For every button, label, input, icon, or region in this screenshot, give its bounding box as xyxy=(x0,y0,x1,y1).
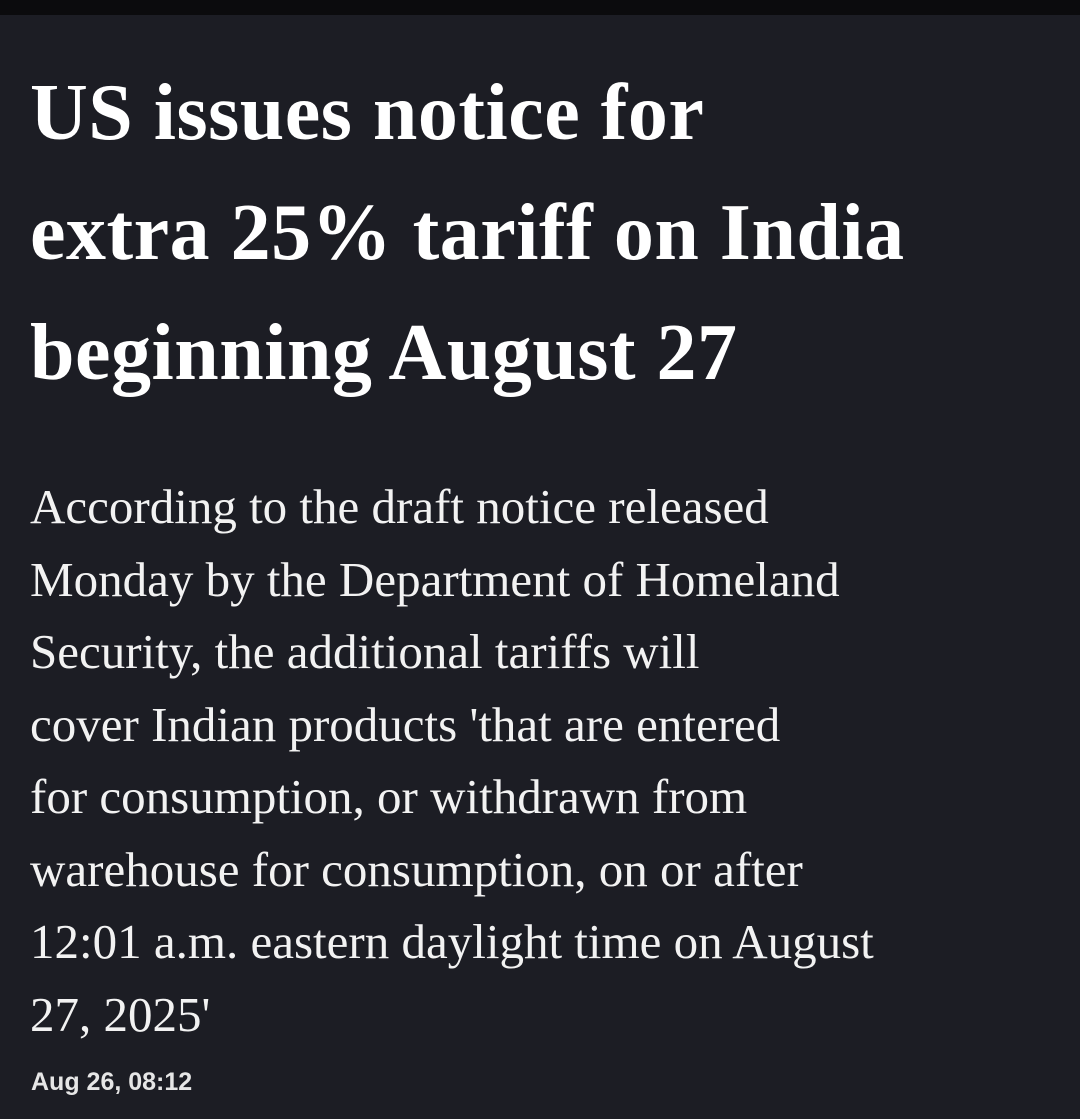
body-line: 12:01 a.m. eastern daylight time on Augu… xyxy=(30,914,874,969)
body-line: Security, the additional tariffs will xyxy=(30,624,700,679)
article-card[interactable]: US issues notice for extra 25% tariff on … xyxy=(0,53,1080,1051)
article-body: According to the draft notice released Mo… xyxy=(30,471,1050,1051)
headline-line: beginning August 27 xyxy=(30,309,738,397)
headline: US issues notice for extra 25% tariff on … xyxy=(30,53,1050,413)
headline-line: US issues notice for xyxy=(30,69,705,157)
timestamp: Aug 26, 08:12 xyxy=(31,1068,193,1096)
body-line: warehouse for consumption, on or after xyxy=(30,841,803,897)
body-line: cover Indian products 'that are entered xyxy=(30,696,781,752)
body-line: Monday by the Department of Homeland xyxy=(30,551,840,607)
headline-line: extra 25% tariff on India xyxy=(30,189,905,277)
body-line: for consumption, or withdrawn from xyxy=(30,769,748,824)
body-line: 27, 2025' xyxy=(30,986,211,1042)
status-bar xyxy=(0,0,1080,15)
body-line: According to the draft notice released xyxy=(30,479,769,534)
